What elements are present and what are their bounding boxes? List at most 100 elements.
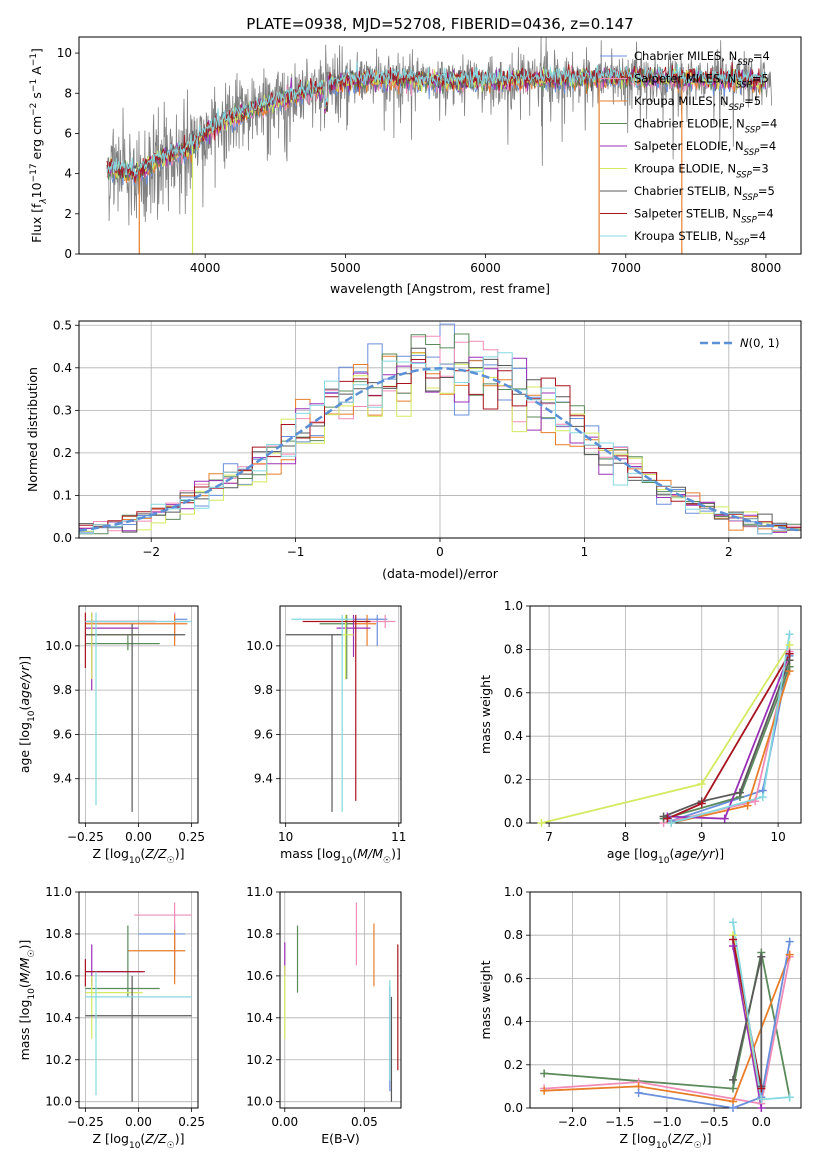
legend-tail: =4: [759, 139, 776, 153]
y-tick-label: 9.6: [254, 727, 273, 741]
legend-entry: Chabrier STELIB, NSSP=5: [634, 184, 775, 203]
y-axis-label-part: ]: [29, 48, 44, 53]
x-axis-label-part: )]: [175, 1131, 185, 1146]
y-axis-label: Flux [fλ10−17 erg cm−2 s−1 A−1]: [29, 48, 49, 243]
y-tick-label: 0.8: [504, 928, 523, 942]
x-axis-label-part: )]: [714, 846, 724, 861]
legend-label: Salpeter ELODIE, N: [634, 139, 744, 153]
x-tick-label: −1: [287, 545, 305, 559]
weight-marker-salpeter_stelib: [785, 649, 794, 658]
x-tick-label: −1.0: [652, 1115, 681, 1129]
panel-6: 0.00 0.05 10.0 10.2 10.4 10.6 10.8 11.0 E(B-V): [246, 885, 402, 1146]
weight-marker-chabrier_elodie: [540, 1069, 549, 1078]
x-axis-label-part: (: [140, 1131, 145, 1146]
y-tick-label: 1.0: [504, 885, 523, 899]
x-tick-label: 0.0: [752, 1115, 771, 1129]
x-tick-label: 0.00: [125, 830, 152, 844]
x-axis-label-part: (: [667, 1131, 672, 1146]
plot-area: [79, 323, 801, 535]
legend-entry: Kroupa STELIB, NSSP=4: [634, 229, 766, 248]
weight-marker-kroupa_stelib: [667, 819, 676, 827]
x-axis-label-part: ☉: [383, 856, 391, 866]
x-axis-label: wavelength [Angstrom, rest frame]: [330, 281, 550, 296]
legend-entry: Salpeter MILES, NSSP=5: [634, 72, 769, 91]
x-axis-label: mass [log10(M/M☉)]: [280, 846, 401, 866]
x-axis-label-part: Z/Z: [144, 1131, 167, 1146]
y-tick-label: 0.0: [53, 531, 72, 545]
y-axis-label-part: −1: [29, 53, 39, 66]
x-axis-label-part: Z/Z: [144, 846, 167, 861]
y-tick-label: 10.8: [246, 927, 273, 941]
axes-frame: [279, 605, 402, 824]
legend-sub: SSP: [734, 238, 750, 248]
x-tick-label: 6000: [470, 261, 501, 275]
y-tick-label: 10.0: [246, 639, 273, 653]
histogram-chabrier_stelib: [79, 347, 801, 535]
y-tick-label: 0.4: [504, 729, 523, 743]
weight-marker-kroupa_miles: [540, 1086, 549, 1095]
legend-sub: SSP: [736, 81, 752, 91]
legend-tail: =4: [749, 229, 766, 243]
legend-label: Chabrier MILES, N: [634, 49, 737, 63]
x-tick-label: 0.00: [271, 1115, 298, 1129]
x-tick-label: −0.25: [67, 1115, 104, 1129]
panel-1: −2 −1 0 1 2 0.0 0.1 0.2 0.3 0.4 0.5 N(0, 1) (data-mo…: [25, 318, 802, 581]
y-tick-label: 10.0: [246, 1095, 273, 1109]
y-tick-label: 10.8: [45, 927, 72, 941]
x-axis-label-part: ☉: [167, 1141, 175, 1151]
legend-label: Chabrier ELODIE, N: [634, 117, 745, 131]
x-axis-label: (data-model)/error: [382, 566, 499, 581]
legend-sub: SSP: [744, 148, 760, 158]
y-tick-label: 10: [57, 46, 72, 60]
legend-entry: Kroupa ELODIE, NSSP=3: [634, 162, 769, 181]
plot-area: [285, 614, 396, 812]
weight-marker-salpeter_stelib: [757, 1084, 766, 1093]
x-axis-label-part: )]: [175, 846, 185, 861]
y-axis-label-part: (: [17, 706, 32, 711]
x-axis-label-part: 10: [129, 1141, 141, 1151]
weight-line-salpeter_miles: [663, 651, 791, 823]
y-tick-label: 10.0: [45, 639, 72, 653]
model-spectrum-kroupa_stelib: [106, 61, 767, 177]
y-tick-label: 10.6: [246, 969, 273, 983]
x-tick-label: 1: [581, 545, 589, 559]
weight-line-chabrier_miles: [638, 941, 791, 1108]
x-tick-label: 0.05: [351, 1115, 378, 1129]
x-axis-label: E(B-V): [321, 1131, 360, 1146]
weight-marker-salpeter_elodie: [757, 1104, 766, 1112]
y-axis-label-part: mass [log: [17, 1000, 32, 1061]
y-axis-label-part: (: [17, 983, 32, 988]
weight-marker-chabrier_stelib: [735, 788, 744, 797]
panel-2: −0.25 0.00 0.259.49.69.810.0Z [log10(Z/Z☉)…: [17, 605, 205, 866]
y-tick-label: 0.0: [504, 816, 523, 830]
y-tick-label: 9.8: [254, 683, 273, 697]
x-tick-label: 9: [698, 830, 706, 844]
y-tick-label: 10.0: [45, 1095, 72, 1109]
x-axis-label-part: age [log: [607, 846, 658, 861]
plot-area: [84, 902, 192, 1102]
y-tick-label: 10.4: [246, 1011, 273, 1025]
plot-area: [541, 634, 791, 823]
legend-label: N: [740, 336, 749, 350]
weight-marker-kroupa_stelib: [729, 918, 738, 927]
x-tick-label: −2.0: [558, 1115, 587, 1129]
legend-tail: =4: [760, 117, 777, 131]
weight-marker-kroupa_miles: [743, 801, 752, 810]
y-tick-label: 10.2: [246, 1053, 273, 1067]
x-axis-label-part: (: [669, 846, 674, 861]
y-tick-label: 11.0: [246, 885, 273, 899]
weight-marker-chabrier_miles: [729, 1104, 738, 1112]
weight-marker-salpeter_miles: [751, 797, 760, 806]
weight-marker-chabrier_elodie: [729, 1084, 738, 1093]
y-axis-label-part: A: [29, 66, 44, 79]
y-axis-label: mass weight: [478, 675, 493, 754]
y-tick-label: 0.2: [504, 1058, 523, 1072]
y-tick-label: 0.6: [504, 971, 523, 985]
y-tick-label: 9.6: [53, 727, 72, 741]
x-tick-label: 7: [545, 830, 553, 844]
weight-marker-kroupa_stelib: [785, 630, 794, 639]
y-tick-label: 0.4: [504, 1015, 523, 1029]
y-axis-label-part: )]: [17, 656, 32, 666]
y-tick-label: 9.4: [254, 772, 273, 786]
